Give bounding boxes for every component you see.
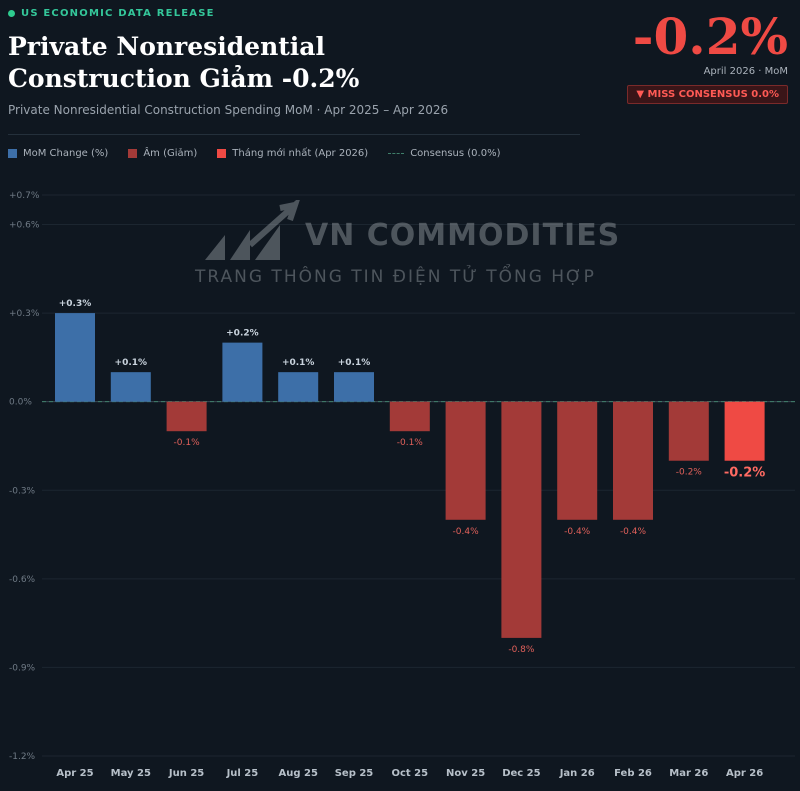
bar-data-label: +0.2%: [226, 329, 259, 339]
x-tick-label: Apr 26: [726, 768, 763, 779]
release-text: US ECONOMIC DATA RELEASE: [21, 8, 215, 19]
bar: [389, 401, 430, 432]
bar-data-label: -0.1%: [397, 438, 424, 448]
bar-data-label: -0.2%: [676, 468, 703, 478]
y-tick-label: +0.3%: [9, 309, 40, 319]
x-tick-label: Jan 26: [559, 768, 595, 779]
y-tick-label: +0.6%: [9, 221, 40, 231]
x-tick-label: Aug 25: [278, 768, 317, 779]
page-subtitle: Private Nonresidential Construction Spen…: [8, 103, 449, 117]
headline-value: -0.2%: [632, 7, 788, 66]
x-tick-label: May 25: [111, 768, 151, 779]
x-tick-label: Jun 25: [168, 768, 204, 779]
legend-item-mom: MoM Change (%): [8, 148, 108, 159]
y-tick-label: -0.6%: [9, 575, 36, 585]
y-tick-label: +0.7%: [9, 191, 40, 201]
bar: [613, 401, 653, 520]
bar-data-label: +0.3%: [59, 299, 92, 309]
legend-label-consensus: Consensus (0.0%): [410, 148, 501, 159]
bar-chart: +0.7% +0.6% +0.3% 0.0% -0.3% -0.6% -0.9% -1.2% +…: [9, 191, 795, 779]
bar: [278, 372, 319, 402]
title-line-1: Private Nonresidential: [8, 32, 326, 61]
bar-data-label: -0.4%: [564, 527, 591, 537]
bar-data-label: +0.1%: [338, 358, 371, 368]
title-line-2: Construction Giảm -0.2%: [8, 64, 360, 93]
bar-data-label: -0.2%: [724, 466, 765, 481]
bar-data-label: -0.8%: [508, 645, 535, 655]
bar: [445, 401, 486, 520]
legend-swatch-mom: [8, 149, 17, 158]
y-tick-label: 0.0%: [9, 398, 32, 408]
header: US ECONOMIC DATA RELEASE Private Nonresi…: [8, 8, 608, 117]
legend-item-latest: Tháng mới nhất (Apr 2026): [217, 148, 368, 159]
bar: [501, 401, 542, 638]
legend-label-mom: MoM Change (%): [23, 148, 109, 159]
x-tick-label: Oct 25: [391, 768, 428, 779]
x-tick-label: Mar 26: [669, 768, 708, 779]
x-tick-label: Apr 25: [56, 768, 93, 779]
legend-label-latest: Tháng mới nhất (Apr 2026): [232, 148, 369, 159]
legend-label-neg: Âm (Giảm): [143, 148, 198, 159]
bar: [110, 372, 151, 402]
bar-data-label: -0.4%: [620, 527, 647, 537]
bar-data-label: -0.4%: [453, 527, 480, 537]
bar: [55, 313, 95, 402]
bar: [724, 401, 765, 461]
bar: [334, 372, 374, 402]
legend-swatch-consensus: [388, 153, 405, 154]
legend-swatch-latest: [217, 149, 227, 158]
bar: [557, 401, 598, 520]
chart-legend: MoM Change (%) Âm (Giảm) Tháng mới nhất …: [8, 148, 500, 159]
bar-data-label: +0.1%: [115, 358, 148, 368]
page-title: Private Nonresidential Construction Giảm…: [8, 31, 368, 95]
y-tick-label: -0.3%: [9, 486, 36, 496]
legend-swatch-neg: [128, 149, 138, 158]
live-dot-icon: [8, 10, 15, 17]
x-tick-label: Jul 25: [226, 768, 259, 779]
legend-item-consensus: Consensus (0.0%): [388, 148, 500, 159]
release-label: US ECONOMIC DATA RELEASE: [8, 8, 608, 19]
x-tick-label: Dec 25: [502, 768, 540, 779]
miss-consensus-badge: ▼ MISS CONSENSUS 0.0%: [627, 85, 788, 104]
y-tick-label: -0.9%: [9, 663, 36, 673]
legend-item-neg: Âm (Giảm): [128, 148, 197, 159]
bar: [166, 401, 207, 432]
header-divider: [8, 134, 580, 135]
bar-data-label: +0.1%: [282, 358, 315, 368]
x-tick-label: Sep 25: [335, 768, 374, 779]
headline-panel: -0.2% April 2026 · MoM ▼ MISS CONSENSUS …: [627, 10, 788, 104]
y-tick-label: -1.2%: [9, 752, 36, 762]
x-tick-label: Nov 25: [446, 768, 485, 779]
bar-data-label: -0.1%: [174, 438, 201, 448]
bar: [668, 401, 709, 461]
bar: [222, 342, 263, 402]
x-tick-label: Feb 26: [614, 768, 652, 779]
headline-period: April 2026 · MoM: [703, 66, 788, 77]
